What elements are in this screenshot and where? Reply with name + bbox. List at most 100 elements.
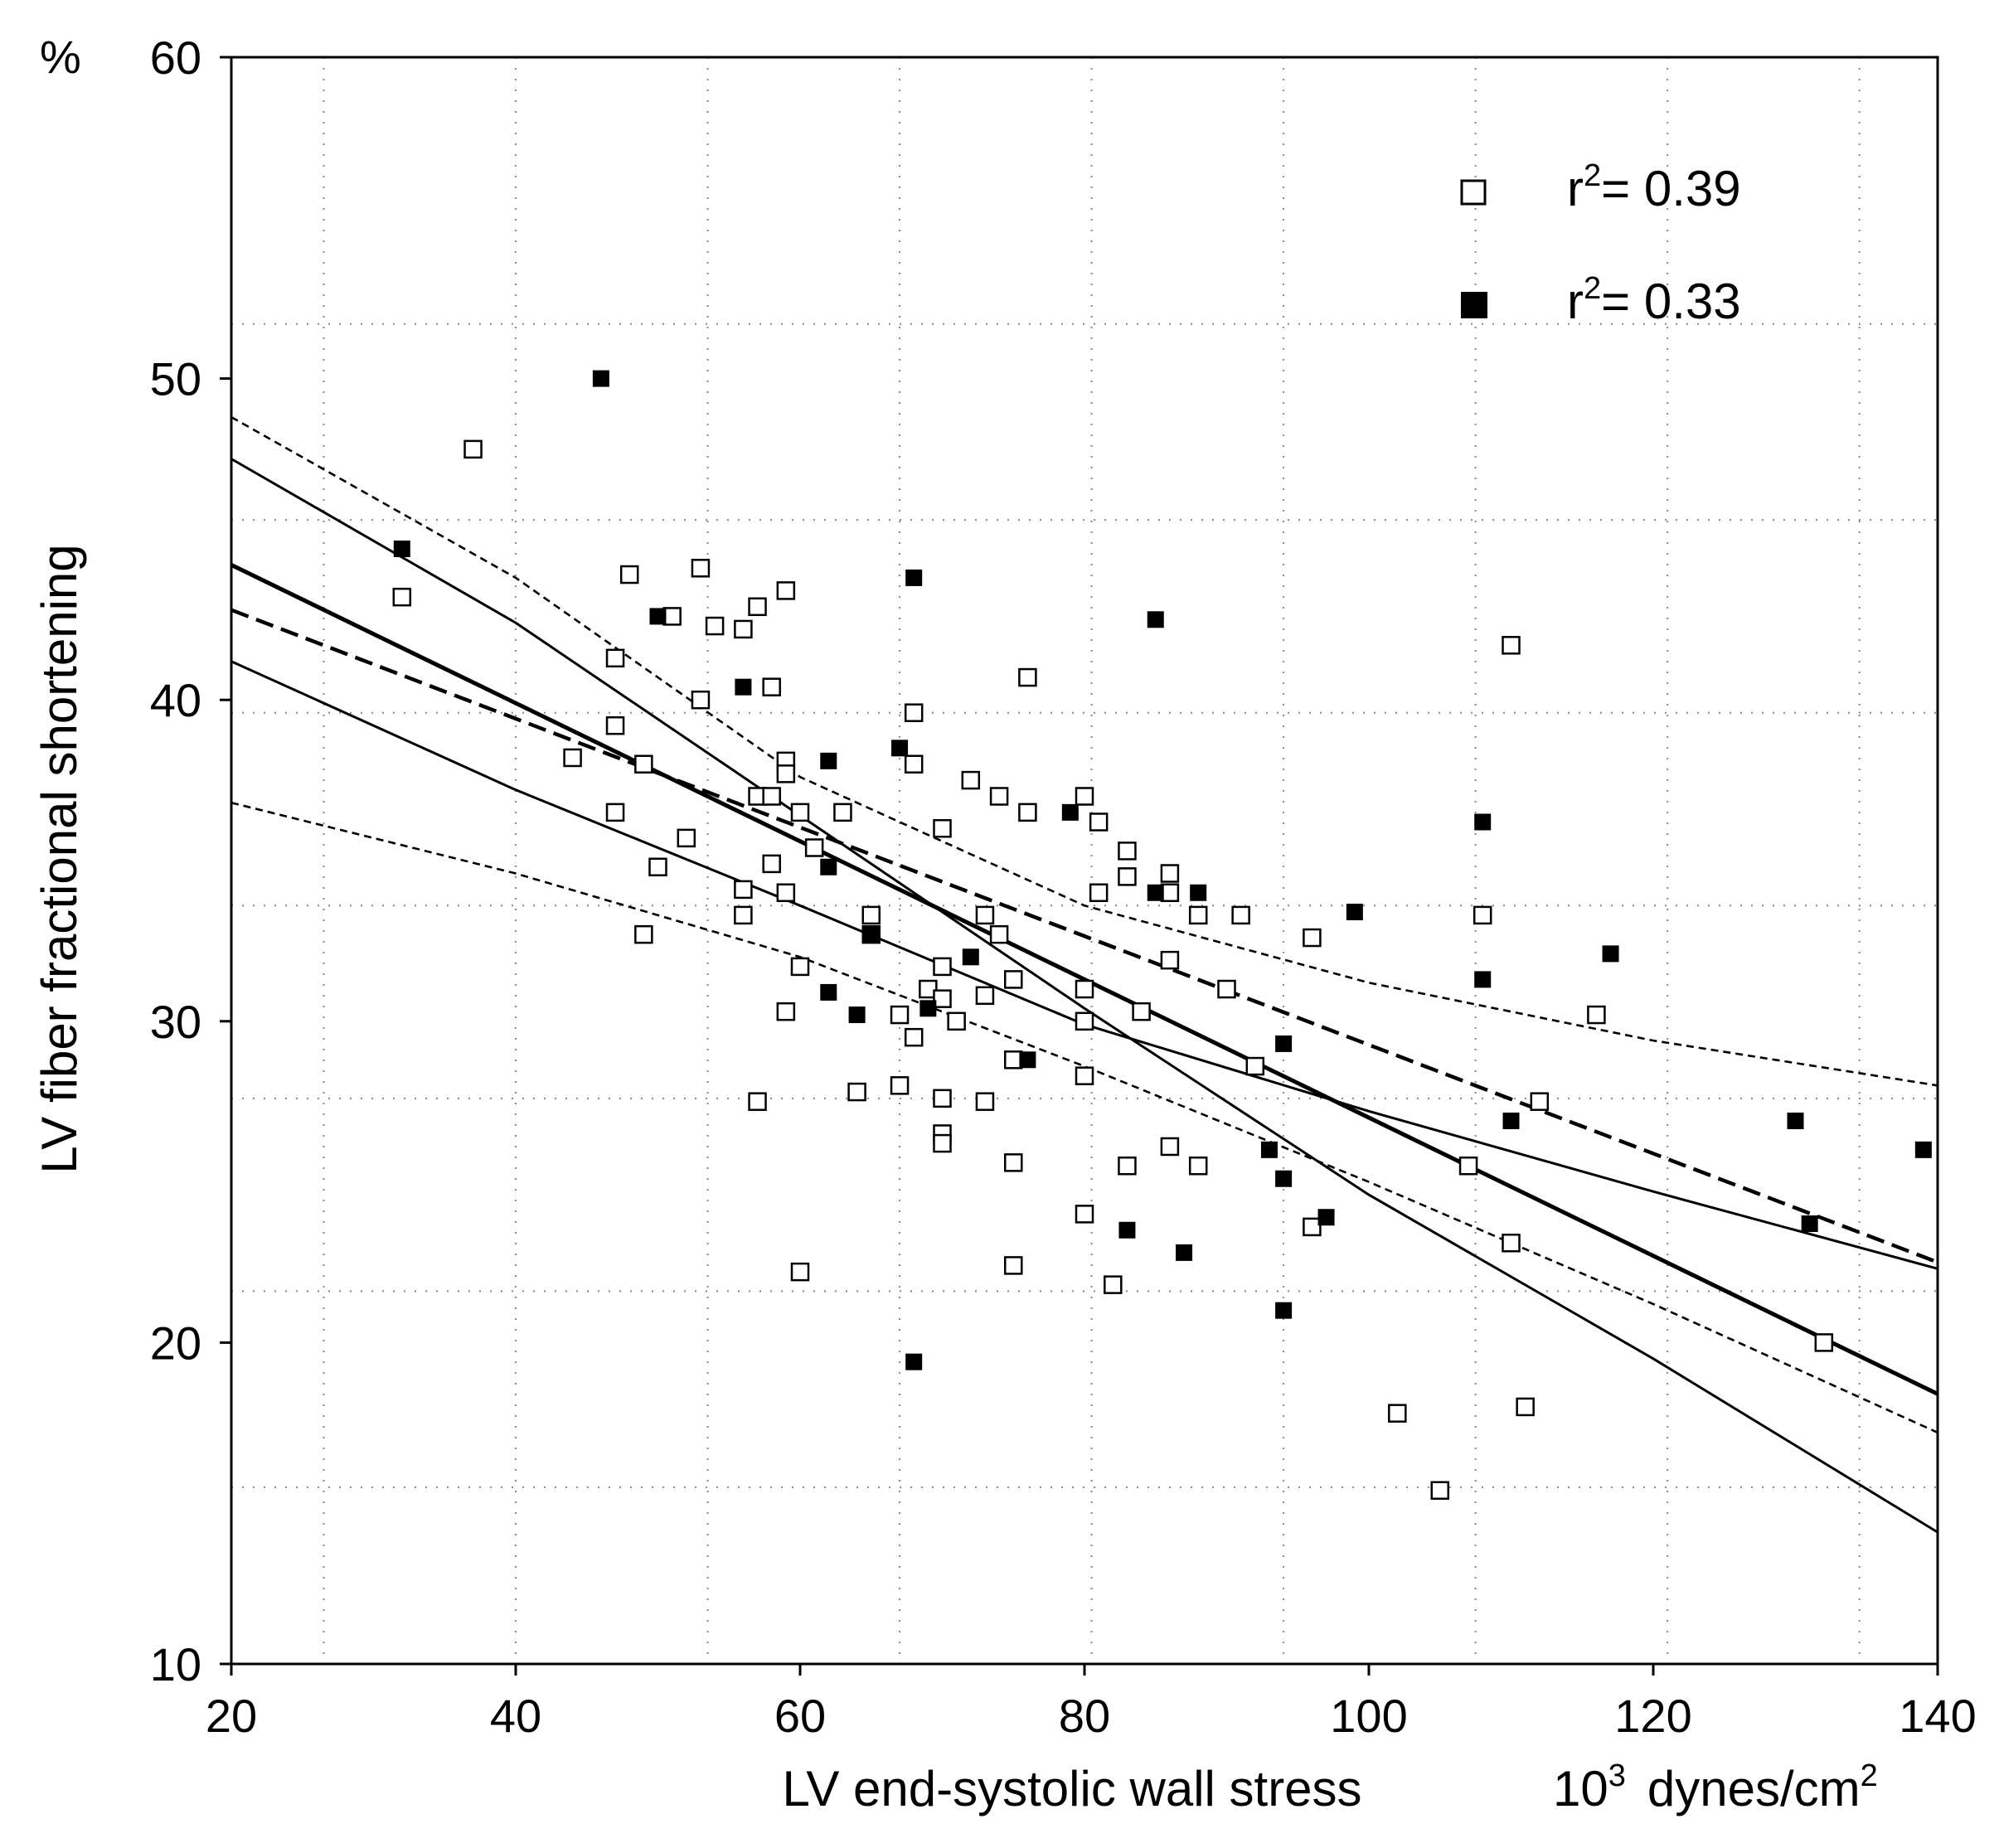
data-point-open-square [634,924,653,944]
data-point-filled-square [1118,1221,1136,1239]
regression-line-dashed [230,608,1938,1264]
data-point-open-square [634,754,653,774]
x-tick-label: 60 [774,1690,826,1742]
data-point-filled-square [962,948,979,966]
data-point-open-square [619,565,639,584]
regression-line-solid [230,458,1938,1534]
data-point-open-square [790,957,810,977]
data-point-open-square [904,1027,924,1047]
legend: r2= 0.39 r2= 0.33 [1460,158,1741,329]
data-point-open-square [734,880,753,900]
data-point-open-square [1004,1050,1023,1070]
data-point-open-square [790,1262,810,1282]
y-axis: 10 20 30 40 50 60 [150,32,231,1690]
data-point-filled-square [1275,1170,1293,1187]
data-point-open-square [392,587,412,607]
data-points [392,370,1932,1500]
data-point-open-square [748,1092,767,1111]
data-point-open-square [691,559,711,578]
data-point-open-square [1303,928,1322,948]
data-point-filled-square [891,740,909,757]
x-unit-text: dynes/cm [1647,1761,1861,1816]
data-point-filled-square [1787,1112,1804,1129]
data-point-open-square [1004,1153,1023,1172]
x-unit-base: 10 [1553,1761,1608,1816]
legend-marker-filled-square [1461,292,1487,318]
regression-lines [230,415,1939,1534]
data-point-open-square [605,715,625,735]
data-point-open-square [1587,1005,1606,1025]
data-point-open-square [762,787,781,806]
data-point-open-square [1388,1404,1407,1423]
legend-marker-open-square [1460,179,1487,206]
x-tick-label: 140 [1899,1690,1976,1742]
x-tick-label: 80 [1059,1690,1110,1742]
data-point-open-square [1188,905,1208,925]
data-point-open-square [1075,1066,1094,1085]
data-point-open-square [975,986,995,1006]
data-point-open-square [1303,1217,1322,1237]
y-tick-label: 60 [150,32,201,84]
data-point-filled-square [1914,1141,1932,1158]
y-unit-label: % [40,31,81,83]
y-tick-label: 30 [150,996,201,1048]
data-point-open-square [890,1005,910,1025]
data-point-open-square [463,439,483,459]
data-point-open-square [1217,979,1236,999]
data-point-open-square [933,1133,952,1153]
data-point-filled-square [1602,945,1619,963]
x-axis-title: LV end-systolic wall stress [782,1761,1361,1816]
data-point-open-square [1132,1002,1151,1021]
data-point-open-square [776,581,796,600]
y-tick-label: 50 [150,353,201,405]
x-tick-label: 120 [1614,1690,1691,1742]
data-point-filled-square [1346,904,1363,921]
data-point-open-square [677,828,696,848]
data-point-open-square [1814,1333,1834,1352]
data-point-open-square [847,1082,866,1102]
x-tick-label: 40 [490,1690,541,1742]
data-point-open-square [734,905,753,925]
data-point-open-square [648,857,667,877]
data-point-filled-square [1317,1209,1335,1226]
data-point-open-square [1160,864,1180,883]
data-point-filled-square [649,608,667,625]
x-tick-label: 100 [1330,1690,1407,1742]
data-point-filled-square [1147,884,1164,901]
data-point-open-square [1089,883,1109,903]
data-point-open-square [1458,1156,1478,1176]
data-point-open-square [975,905,995,925]
data-point-open-square [1075,979,1094,999]
data-point-open-square [734,619,753,639]
regression-line-dotted-dash [230,801,1938,1434]
data-point-open-square [691,690,711,710]
data-point-filled-square [1176,1244,1193,1261]
data-point-open-square [1075,1205,1094,1224]
data-point-open-square [705,616,725,636]
data-point-open-square [1089,812,1109,832]
data-point-filled-square [1275,1035,1293,1052]
x-unit-exponent: 3 [1608,1758,1626,1793]
data-point-open-square [961,770,981,790]
data-point-filled-square [1260,1141,1278,1158]
data-point-filled-square [393,541,410,558]
data-point-open-square [861,905,881,925]
x-axis-unit: 103 dynes/cm2 [1553,1758,1878,1816]
x-tick-label: 20 [206,1690,257,1742]
data-point-open-square [1075,1011,1094,1031]
data-point-open-square [1075,787,1094,806]
data-point-open-square [1118,1156,1137,1176]
data-point-open-square [762,677,781,696]
data-point-open-square [1004,970,1023,989]
data-point-open-square [1516,1397,1535,1417]
data-point-open-square [563,748,582,768]
data-point-open-square [933,989,952,1008]
y-tick-label: 20 [150,1317,201,1369]
x-unit-text-exponent: 2 [1861,1758,1878,1793]
data-point-open-square [1502,636,1521,655]
data-point-open-square [989,787,1009,806]
regression-line-dotted-dash [230,415,1938,1087]
data-point-open-square [790,803,810,822]
data-point-open-square [1160,883,1180,903]
